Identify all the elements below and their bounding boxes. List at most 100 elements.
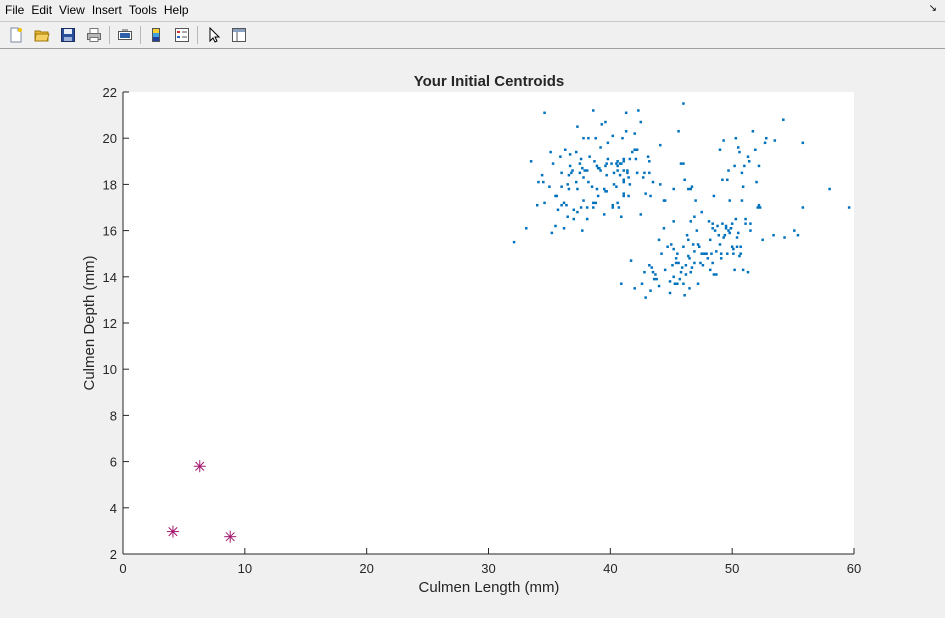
y-tick-label: 6 (110, 455, 117, 470)
data-point (684, 264, 688, 267)
menu-help[interactable]: Help (163, 3, 189, 17)
data-point (570, 171, 573, 175)
data-point (687, 187, 690, 191)
data-point (801, 206, 805, 209)
data-point (695, 229, 699, 232)
data-point (596, 194, 600, 198)
data-point (687, 254, 690, 258)
property-inspector-button[interactable] (228, 24, 250, 46)
data-point (713, 229, 717, 232)
data-point (693, 250, 696, 253)
insert-colorbar-button[interactable] (145, 24, 167, 46)
link-plot-button[interactable] (114, 24, 136, 46)
data-point (568, 164, 572, 168)
data-point (668, 280, 672, 283)
data-point (617, 206, 621, 209)
data-point (730, 245, 734, 249)
data-point (662, 227, 666, 230)
data-points-layer (166, 102, 851, 543)
data-point (682, 102, 685, 105)
data-point (693, 215, 696, 218)
data-point (672, 220, 675, 223)
data-point (772, 233, 775, 237)
data-point (605, 190, 608, 193)
data-point (622, 178, 625, 182)
x-tick-label: 20 (359, 561, 373, 576)
data-point (708, 268, 712, 272)
data-point (578, 171, 582, 175)
data-point (735, 236, 739, 239)
data-point (726, 178, 729, 182)
data-point (599, 169, 602, 172)
scatter-chart[interactable]: 0 10 20 30 40 50 60 2 4 6 8 10 12 14 16 18 20 22 Your Ini… (0, 49, 945, 618)
data-point (724, 224, 728, 228)
data-point (691, 243, 695, 246)
data-point (727, 229, 730, 232)
data-point (635, 148, 639, 151)
new-figure-button[interactable] (5, 24, 27, 46)
data-point (715, 273, 718, 276)
data-point (773, 139, 777, 142)
data-point (639, 120, 643, 124)
data-point (579, 157, 583, 161)
data-point (616, 164, 619, 168)
data-point (582, 199, 585, 202)
data-point (782, 118, 785, 121)
menu-insert[interactable]: Insert (91, 3, 122, 17)
data-point (581, 229, 584, 232)
data-point (593, 160, 596, 163)
data-point (652, 277, 656, 281)
data-point (672, 275, 675, 279)
save-figure-button[interactable] (57, 24, 79, 46)
data-point (620, 282, 623, 285)
data-point (688, 287, 691, 290)
open-file-button[interactable] (31, 24, 53, 46)
data-point (648, 160, 651, 163)
data-point (744, 222, 747, 225)
data-point (746, 270, 750, 274)
data-point (578, 162, 582, 165)
data-point (732, 247, 735, 251)
data-point (643, 270, 646, 274)
data-point (783, 236, 786, 239)
data-point (616, 169, 619, 172)
plot-area[interactable] (123, 92, 854, 554)
data-point (594, 136, 597, 140)
data-point (733, 268, 736, 272)
centroid-marker (166, 525, 179, 538)
data-point (562, 201, 566, 205)
data-point (672, 247, 675, 251)
data-point (659, 183, 662, 186)
data-point (687, 238, 690, 242)
edit-plot-button[interactable] (202, 24, 224, 46)
menu-tools[interactable]: Tools (128, 3, 157, 17)
data-point (640, 282, 644, 285)
data-point (716, 224, 719, 228)
menu-view[interactable]: View (59, 3, 85, 17)
data-point (740, 199, 744, 202)
data-point (622, 194, 625, 198)
toolbar-divider (197, 26, 198, 44)
data-point (624, 111, 628, 115)
menu-file[interactable]: File (5, 3, 25, 17)
data-point (628, 183, 632, 186)
menu-edit[interactable]: Edit (31, 3, 53, 17)
data-point (550, 231, 554, 235)
data-point (612, 183, 616, 186)
legend-icon (175, 28, 189, 42)
data-point (705, 252, 708, 255)
data-point (694, 199, 697, 202)
insert-legend-button[interactable] (171, 24, 193, 46)
dock-figure-icon[interactable]: ↘ (928, 3, 937, 14)
print-figure-button[interactable] (83, 24, 105, 46)
data-point (660, 252, 663, 255)
data-point (726, 252, 729, 255)
menu-bar: File Edit View Insert Tools Help ↘ (0, 0, 945, 20)
data-point (615, 162, 618, 165)
data-point (746, 155, 750, 158)
data-point (612, 171, 616, 175)
data-point (674, 261, 678, 265)
data-point (654, 273, 657, 276)
data-point (672, 187, 675, 191)
data-point (728, 199, 731, 202)
